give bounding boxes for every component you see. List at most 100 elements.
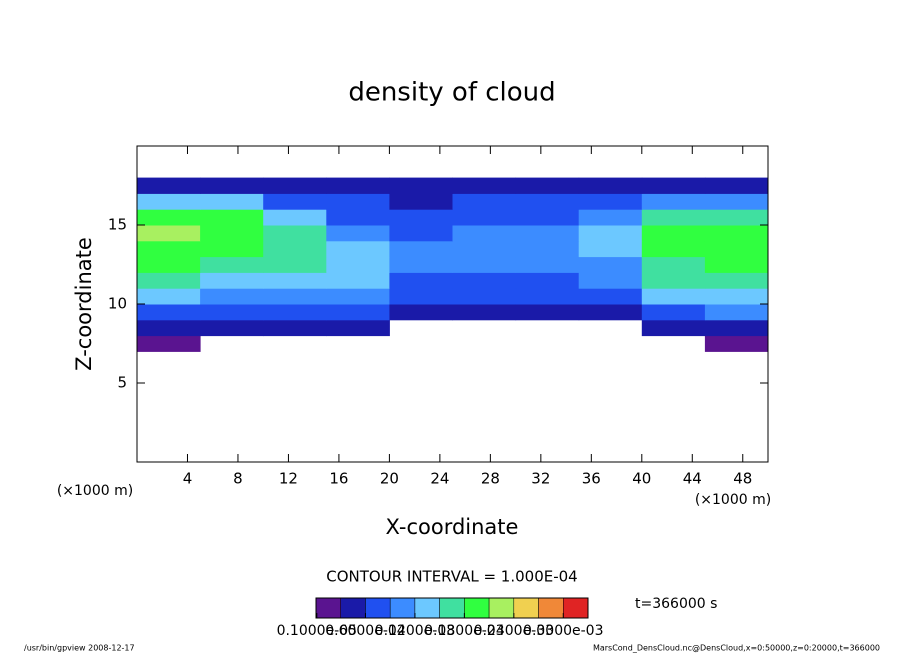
x-tick-label: 28 (481, 470, 500, 488)
x-tick-label: 16 (329, 470, 348, 488)
colorbar-cell (464, 597, 490, 619)
cell (326, 209, 390, 226)
y-tick-label: 15 (108, 216, 127, 234)
colorbar-cell (340, 597, 366, 619)
cell (452, 272, 517, 289)
cell (389, 225, 453, 242)
cell (704, 319, 769, 337)
cell (641, 240, 706, 258)
x-tick-label: 44 (683, 470, 702, 488)
colorbar: 0.1000e-050.6000e-040.1200e-030.1800e-03… (277, 597, 604, 639)
cell (515, 193, 580, 210)
cell (200, 288, 264, 305)
cell (515, 209, 580, 226)
cell (200, 177, 264, 194)
cell (578, 240, 643, 258)
cell (452, 225, 517, 242)
cell (200, 209, 264, 226)
cell (452, 240, 517, 258)
footer-right: MarsCond_DensCloud.nc@DensCloud,x=0:5000… (593, 644, 880, 653)
cell (389, 193, 453, 210)
cell (515, 304, 580, 321)
cell (263, 272, 327, 289)
colorbar-frame (315, 597, 589, 619)
cell (704, 209, 769, 226)
cell (137, 209, 201, 226)
cell (578, 304, 643, 321)
colorbar-cell (315, 597, 341, 619)
cell (452, 193, 517, 210)
cell (389, 304, 453, 321)
cell (200, 225, 264, 242)
cell (263, 209, 327, 226)
x-tick-label: 20 (380, 470, 399, 488)
cell (137, 288, 201, 305)
cell (326, 256, 390, 273)
cell (641, 225, 706, 242)
cell (452, 256, 517, 273)
cell (515, 225, 580, 242)
cell (326, 177, 390, 194)
cell (326, 319, 390, 337)
cell (515, 272, 580, 289)
cell (200, 272, 264, 289)
x-tick-label: 32 (531, 470, 550, 488)
cell (137, 272, 201, 289)
cell (704, 272, 769, 289)
y-unit-label: (×1000 m) (57, 483, 133, 499)
cell (326, 272, 390, 289)
cell (704, 225, 769, 242)
cell (137, 225, 201, 242)
cell (263, 240, 327, 258)
colorbar-cell (414, 597, 440, 619)
cell (326, 304, 390, 321)
cell (515, 256, 580, 273)
cell (641, 288, 706, 305)
cell (200, 256, 264, 273)
cell (389, 177, 453, 194)
cell (137, 193, 201, 210)
cell (137, 177, 201, 194)
x-tick-label: 4 (183, 470, 193, 488)
cell (641, 319, 706, 337)
x-unit-label: (×1000 m) (695, 492, 771, 508)
cell (326, 288, 390, 305)
cell (704, 177, 769, 194)
colorbar-cell (513, 597, 539, 619)
footer-left: /usr/bin/gpview 2008-12-17 (24, 644, 135, 653)
cell (137, 256, 201, 273)
cell (137, 304, 201, 321)
cell (578, 288, 643, 305)
cell (641, 193, 706, 210)
cell (389, 288, 453, 305)
x-tick-label: 36 (582, 470, 601, 488)
cell (200, 304, 264, 321)
x-axis-label: X-coordinate (386, 515, 519, 539)
cell (326, 193, 390, 210)
field (137, 177, 769, 352)
cell (578, 272, 643, 289)
cell (389, 272, 453, 289)
cell (704, 288, 769, 305)
cell (578, 225, 643, 242)
cell (704, 240, 769, 258)
x-tick-label: 12 (279, 470, 298, 488)
cell (326, 225, 390, 242)
cell (515, 240, 580, 258)
cell (263, 288, 327, 305)
cell (452, 288, 517, 305)
cell (452, 177, 517, 194)
cell (515, 177, 580, 194)
cell (326, 240, 390, 258)
cell (641, 177, 706, 194)
cell (137, 319, 201, 337)
colorbar-tick-label: 0.1000e-05 (277, 623, 357, 639)
cell (389, 240, 453, 258)
colorbar-cell (389, 597, 416, 619)
cell (137, 240, 201, 258)
cell (263, 304, 327, 321)
cell (578, 256, 643, 273)
cell (263, 193, 327, 210)
cell (515, 288, 580, 305)
